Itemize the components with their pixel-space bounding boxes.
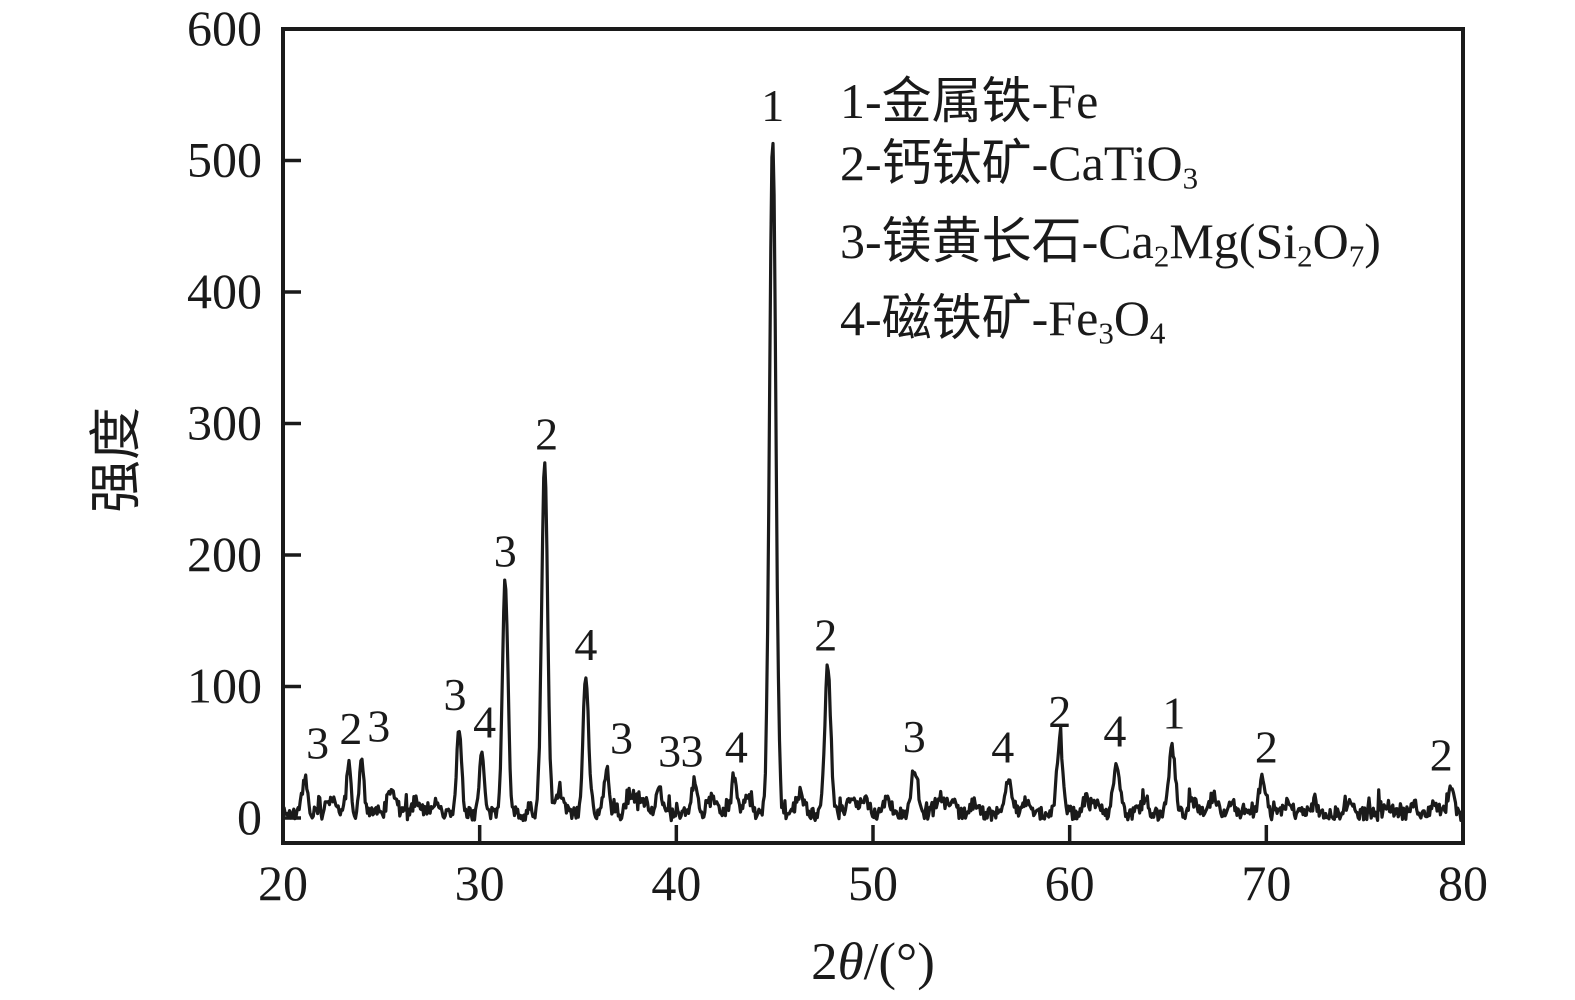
peak-label-4: 4 (725, 722, 748, 773)
peak-label-2: 2 (1255, 722, 1278, 773)
y-tick-label: 300 (187, 395, 262, 451)
y-tick-label: 500 (187, 132, 262, 188)
legend-text: ) (1364, 212, 1381, 269)
legend-text: 2-钙钛矿-CaTiO (840, 135, 1183, 191)
x-title-part: 2 (811, 933, 838, 991)
peak-label-3: 3 (306, 718, 329, 769)
peak-label-2: 2 (814, 610, 837, 661)
legend-entry-2: 2-钙钛矿-CaTiO3 (840, 132, 1381, 210)
peak-label-3: 3 (494, 526, 517, 577)
x-title-part: /(°) (863, 933, 935, 991)
legend: 1-金属铁-Fe 2-钙钛矿-CaTiO3 3-镁黄长石-Ca2Mg(Si2O7) 4… (840, 70, 1381, 365)
legend-text: Mg(Si (1169, 212, 1298, 269)
legend-text: 4-磁铁矿-Fe (840, 290, 1099, 347)
peak-label-3: 3 (444, 669, 467, 720)
x-tick-label: 30 (455, 855, 505, 911)
peak-label-1: 1 (761, 80, 784, 131)
legend-entry-1: 1-金属铁-Fe (840, 70, 1381, 132)
x-tick-label: 40 (651, 855, 701, 911)
legend-subscript: 7 (1348, 238, 1365, 274)
peak-label-4: 4 (1103, 706, 1126, 757)
peak-label-2: 2 (1430, 729, 1453, 780)
peak-label-3: 3 (658, 725, 681, 776)
peak-label-4: 4 (473, 697, 496, 748)
peak-label-2: 2 (1048, 686, 1071, 737)
y-tick-label: 200 (187, 526, 262, 582)
legend-text: O (1113, 290, 1150, 347)
peak-label-4: 4 (574, 619, 597, 670)
x-tick-label: 20 (258, 855, 308, 911)
y-tick-label: 100 (187, 658, 262, 714)
legend-subscript: 3 (1098, 316, 1114, 352)
legend-entry-4: 4-磁铁矿-Fe3O4 (840, 287, 1381, 365)
peak-label-2: 2 (535, 409, 558, 460)
legend-subscript: 2 (1153, 238, 1170, 274)
peak-label-2: 2 (339, 703, 362, 754)
x-tick-label: 60 (1045, 855, 1095, 911)
legend-text: 3-镁黄长石-Ca (840, 212, 1154, 269)
peak-label-3: 3 (367, 701, 390, 752)
legend-subscript: 2 (1297, 238, 1313, 274)
y-tick-label: 0 (237, 789, 262, 845)
legend-text: O (1312, 212, 1349, 269)
x-tick-label: 50 (848, 855, 898, 911)
y-tick-label: 600 (187, 0, 262, 56)
peak-label-3: 3 (610, 712, 633, 763)
x-tick-label: 70 (1241, 855, 1291, 911)
peak-label-3: 3 (681, 725, 704, 776)
legend-subscript: 4 (1149, 316, 1166, 352)
peak-label-3: 3 (903, 711, 926, 762)
y-axis-title: 强度 (88, 407, 146, 513)
legend-text: 1-金属铁-Fe (840, 73, 1099, 129)
x-tick-label: 80 (1438, 855, 1488, 911)
peak-label-4: 4 (991, 722, 1014, 773)
legend-subscript: 3 (1182, 160, 1199, 196)
x-axis-title: 2θ/(°) (811, 932, 935, 992)
x-title-theta: θ (837, 933, 864, 991)
y-tick-label: 400 (187, 263, 262, 319)
legend-entry-3: 3-镁黄长石-Ca2Mg(Si2O7) (840, 210, 1381, 288)
peak-label-1: 1 (1162, 687, 1185, 738)
xrd-trace (281, 141, 1464, 823)
